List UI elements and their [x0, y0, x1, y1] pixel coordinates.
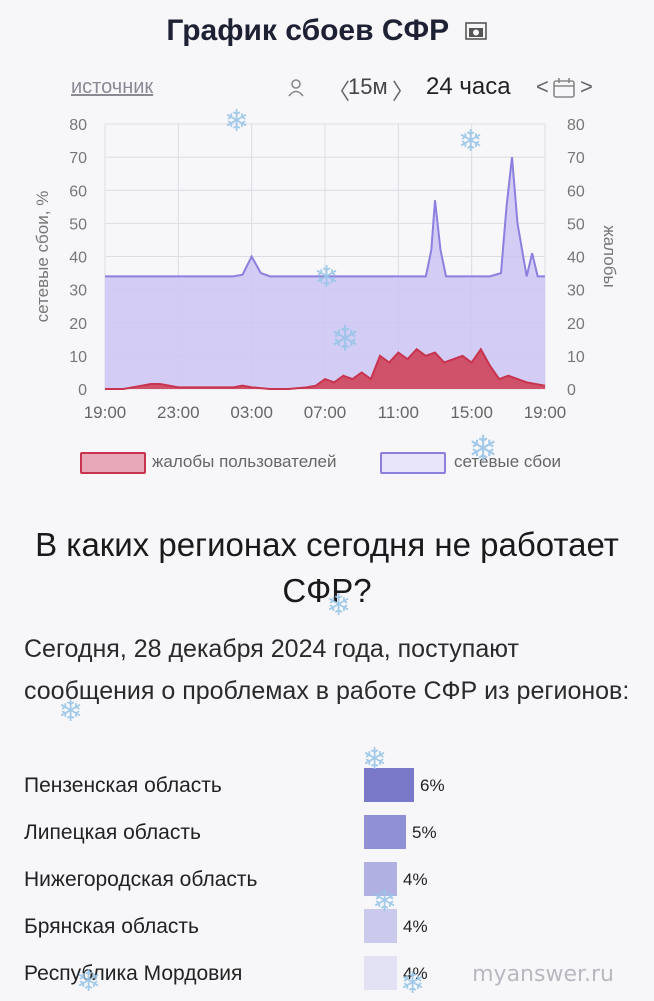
snowflake-icon: ❄: [468, 428, 499, 469]
snowflake-icon: ❄: [458, 125, 484, 158]
series-line-0: [105, 157, 545, 278]
y-axis-label-left: сетевые сбои, %: [33, 191, 52, 323]
legend-label-outages[interactable]: сетевые сбои: [454, 452, 562, 471]
series-line-1: [105, 347, 546, 390]
y-axis-label-right: жалобы: [600, 225, 619, 287]
region-row[interactable]: Пензенская область 6%: [0, 768, 654, 812]
x-tick-label: 19:00: [524, 403, 567, 422]
y-tick-label-left: 30: [69, 283, 87, 300]
region-row[interactable]: Липецкая область 5%: [0, 815, 654, 859]
region-bar: [364, 815, 406, 849]
region-percent: 4%: [403, 964, 428, 983]
y-tick-label-left: 80: [69, 117, 87, 134]
snowflake-icon: ❄: [372, 885, 398, 918]
legend-label-complaints[interactable]: жалобы пользователей: [152, 452, 337, 471]
user-icon[interactable]: [287, 78, 305, 98]
region-bar: [364, 956, 397, 990]
region-name[interactable]: Липецкая область: [24, 821, 201, 844]
region-bar: [364, 909, 397, 943]
x-tick-label: 03:00: [230, 403, 273, 422]
x-tick-label: 07:00: [304, 403, 347, 422]
region-name[interactable]: Нижегородская область: [24, 868, 258, 891]
legend-swatch-complaints[interactable]: [80, 452, 146, 474]
y-tick-label-right: 30: [567, 283, 585, 300]
x-tick-label: 23:00: [157, 403, 200, 422]
region-row[interactable]: Нижегородская область 4%: [0, 862, 654, 906]
y-tick-label-right: 60: [567, 183, 585, 200]
region-name[interactable]: Брянская область: [24, 915, 199, 938]
y-tick-label-right: 40: [567, 250, 585, 267]
y-tick-label-left: 40: [69, 250, 87, 267]
snowflake-icon: ❄: [314, 261, 340, 294]
region-name[interactable]: Пензенская область: [24, 774, 222, 797]
region-percent: 5%: [412, 823, 437, 842]
period-prev-button[interactable]: <: [536, 74, 549, 99]
y-tick-label-left: 50: [69, 216, 87, 233]
outage-chart: 0 0 10 10 20 20 30 30 40 40 50 50 60 60 70 70 80 80 19:00 2…: [33, 117, 619, 422]
snowflake-icon: ❄: [330, 318, 361, 359]
snowflake-icon: ❄: [224, 105, 250, 138]
period-next-button[interactable]: >: [580, 74, 593, 99]
snowflake-icon: ❄: [326, 589, 352, 622]
y-tick-label-right: 0: [567, 382, 576, 399]
y-tick-label-right: 80: [567, 117, 585, 134]
region-percent: 6%: [420, 776, 445, 795]
y-tick-label-right: 10: [567, 349, 585, 366]
x-tick-label: 15:00: [450, 403, 493, 422]
source-link[interactable]: источник: [71, 76, 154, 98]
step-next-button[interactable]: 〉: [392, 79, 415, 104]
y-tick-label-right: 20: [567, 316, 585, 333]
period-label: 24 часа: [426, 73, 511, 100]
regions-intro: Сегодня, 28 декабря 2024 года, поступают…: [24, 635, 630, 705]
regions-heading: В каких регионах сегодня не работает СФР…: [35, 526, 619, 609]
y-tick-label-left: 0: [78, 382, 87, 399]
y-tick-label-right: 70: [567, 150, 585, 167]
region-percent: 4%: [403, 917, 428, 936]
step-prev-button[interactable]: 〈: [328, 79, 351, 104]
page-title: График сбоев СФР: [166, 14, 450, 47]
camera-icon[interactable]: [464, 21, 488, 41]
snowflake-icon: ❄: [362, 743, 388, 776]
watermark: myanswer.ru: [472, 962, 614, 987]
series-area-0: [105, 157, 545, 389]
region-bar: [364, 862, 397, 896]
x-tick-label: 11:00: [378, 403, 419, 422]
snowflake-icon: ❄: [58, 695, 84, 728]
y-tick-label-right: 50: [567, 216, 585, 233]
title-row: График сбоев СФР: [0, 14, 654, 48]
y-tick-label-left: 10: [69, 349, 87, 366]
chart-legend: жалобы пользователей сетевые сбои: [0, 448, 654, 478]
snowflake-icon: ❄: [400, 967, 426, 1000]
region-row[interactable]: Республика Мордовия 4%: [0, 956, 654, 1000]
region-row[interactable]: Брянская область 4%: [0, 909, 654, 953]
y-tick-label-left: 20: [69, 316, 87, 333]
region-name[interactable]: Республика Мордовия: [24, 962, 243, 985]
x-tick-label: 19:00: [84, 403, 127, 422]
y-tick-label-left: 70: [69, 150, 87, 167]
calendar-icon[interactable]: [552, 77, 576, 99]
y-tick-label-left: 60: [69, 183, 87, 200]
region-percent: 4%: [403, 870, 428, 889]
series-area-1: [105, 349, 545, 389]
chart-controls: источник 〈 15м 〉 24 часа < >: [0, 70, 654, 106]
snowflake-icon: ❄: [76, 965, 102, 998]
step-label: 15м: [348, 74, 388, 99]
legend-swatch-outages[interactable]: [380, 452, 446, 474]
region-bar: [364, 768, 414, 802]
